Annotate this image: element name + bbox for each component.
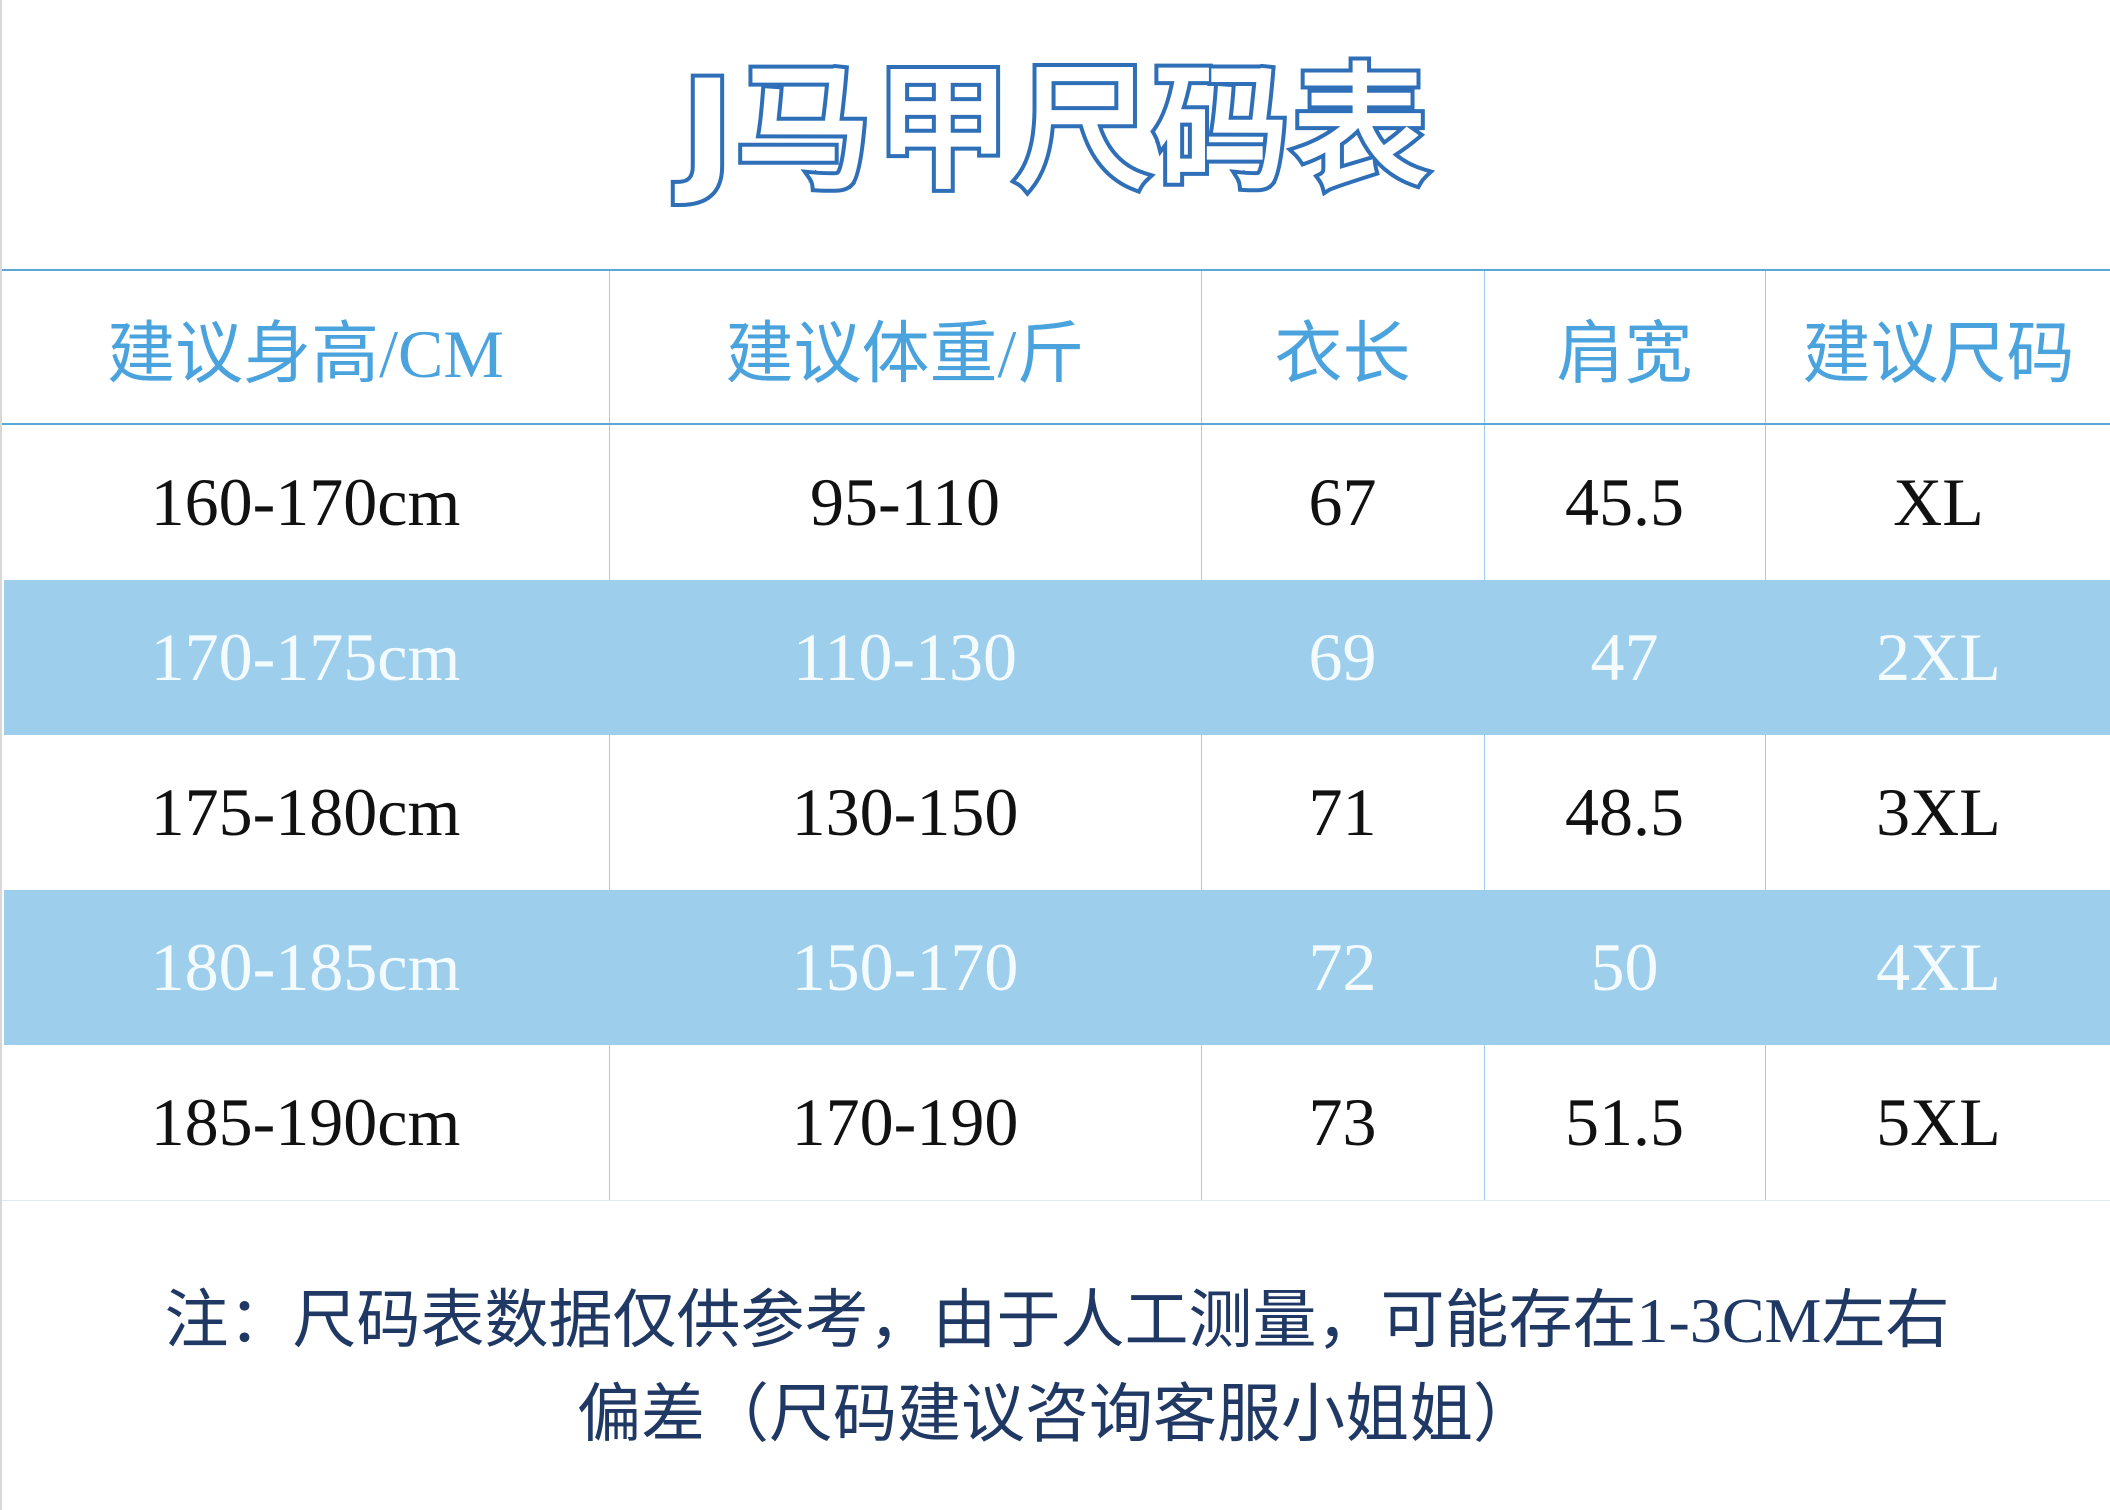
table-cell: 180-185cm	[150, 929, 461, 1005]
column-header: 建议体重/斤	[725, 315, 1085, 392]
table-cell: 3XL	[1876, 774, 2001, 850]
table-cell: 5XL	[1876, 1084, 2001, 1160]
column-divider	[1201, 269, 1202, 1200]
column-header: 衣长	[1274, 315, 1411, 392]
note-line: 注：尺码表数据仅供参考，由于人工测量，可能存在1-3CM左右	[164, 1285, 1950, 1356]
table-cell: 71	[1308, 774, 1377, 850]
header-bottom-line	[2, 423, 2110, 425]
table-cell: 45.5	[1565, 464, 1684, 540]
column-header: 肩宽	[1556, 315, 1693, 392]
table-cell: 47	[1590, 619, 1659, 695]
header-top-line	[2, 269, 2110, 271]
table-cell: 185-190cm	[150, 1084, 461, 1160]
column-divider	[1765, 269, 1766, 1200]
column-header: 建议尺码	[1802, 315, 2075, 392]
column-divider	[1484, 269, 1485, 1200]
table-cell: 73	[1308, 1084, 1377, 1160]
table-cell: 67	[1308, 464, 1377, 540]
table-cell: 4XL	[1876, 929, 2001, 1005]
note-line: 偏差（尺码建议咨询客服小姐姐）	[577, 1379, 1537, 1450]
table-cell: 130-150	[791, 774, 1019, 850]
table-cell: XL	[1893, 464, 1984, 540]
column-header: 建议身高/CM	[107, 315, 504, 392]
table-cell: 160-170cm	[150, 464, 461, 540]
table-cell: 2XL	[1876, 619, 2001, 695]
bottom-line	[2, 1200, 2110, 1201]
row-band	[4, 890, 2110, 1045]
column-divider	[609, 269, 610, 1200]
table-cell: 175-180cm	[150, 774, 461, 850]
table-cell: 50	[1590, 929, 1659, 1005]
table-cell: 72	[1308, 929, 1377, 1005]
table-cell: 170-190	[791, 1084, 1019, 1160]
title: J马甲尺码表	[678, 47, 1432, 212]
table-cell: 150-170	[791, 929, 1019, 1005]
table-cell: 69	[1308, 619, 1377, 695]
table-cell: 95-110	[809, 464, 1001, 540]
table-cell: 110-130	[792, 619, 1018, 695]
row-band	[4, 580, 2110, 735]
table-cell: 51.5	[1565, 1084, 1684, 1160]
table-cell: 48.5	[1565, 774, 1684, 850]
table-cell: 170-175cm	[150, 619, 461, 695]
